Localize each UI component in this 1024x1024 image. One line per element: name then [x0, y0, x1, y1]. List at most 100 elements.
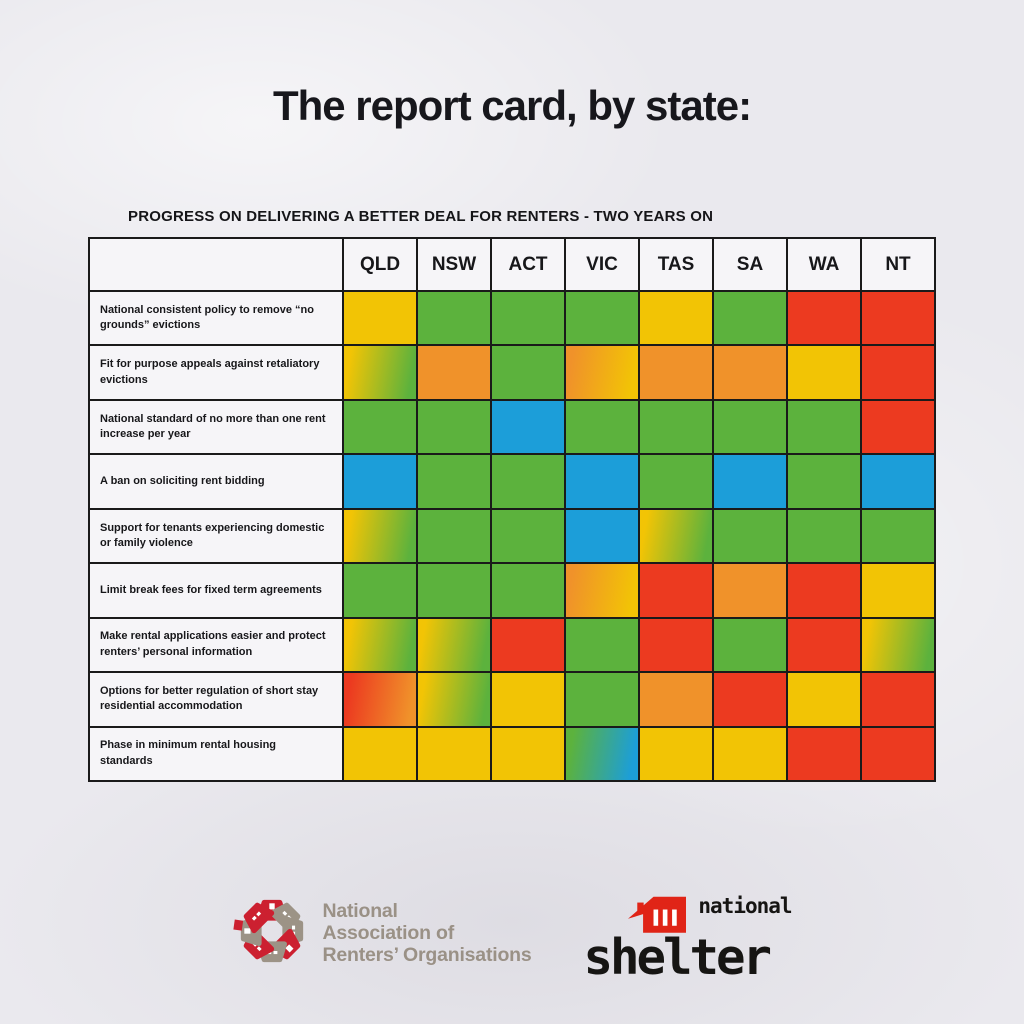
row-label: National consistent policy to remove “no…	[90, 292, 342, 345]
grade-cell	[788, 400, 860, 454]
grade-cell	[344, 727, 416, 780]
column-header: QLD	[344, 239, 416, 290]
grade-cell	[862, 564, 934, 617]
row-label: Phase in minimum rental housing standard…	[90, 727, 342, 780]
grade-cell	[492, 673, 564, 726]
grade-cell	[566, 346, 638, 399]
grade-cell	[862, 455, 934, 508]
shelter-national-label: national	[698, 894, 792, 918]
grade-cell	[344, 509, 416, 563]
grade-cell	[788, 292, 860, 345]
grade-cell	[862, 400, 934, 454]
page-title: The report card, by state:	[272, 82, 752, 129]
grade-cell	[418, 400, 490, 454]
grade-cell	[862, 509, 934, 563]
table-title: PROGRESS ON DELIVERING A BETTER DEAL FOR…	[128, 208, 714, 225]
column-header: SA	[714, 239, 786, 290]
grade-cell	[418, 455, 490, 508]
row-label: Make rental applications easier and prot…	[90, 618, 342, 672]
column-header: ACT	[492, 239, 564, 290]
column-header: NT	[862, 239, 934, 290]
grade-cell	[566, 618, 638, 672]
grade-cell	[566, 673, 638, 726]
grade-cell	[788, 455, 860, 508]
grade-cell	[418, 673, 490, 726]
grade-cell	[492, 346, 564, 399]
grade-cell	[566, 455, 638, 508]
grade-cell	[492, 400, 564, 454]
grade-cell	[714, 727, 786, 780]
grade-cell	[566, 727, 638, 780]
report-grid: QLD NSW ACT VIC TAS SA WA NT National consistent…	[88, 237, 936, 782]
grade-cell	[640, 455, 712, 508]
grade-cell	[640, 400, 712, 454]
grade-cell	[492, 455, 564, 508]
grade-cell	[714, 346, 786, 399]
row-label: Support for tenants experiencing domesti…	[90, 509, 342, 563]
grade-cell	[418, 618, 490, 672]
grade-cell	[714, 673, 786, 726]
grade-cell	[640, 292, 712, 345]
footer: National Association of Renters’ Organis…	[0, 886, 1024, 986]
row-label: Limit break fees for fixed term agreemen…	[90, 564, 342, 617]
grade-cell	[492, 509, 564, 563]
grade-cell	[344, 618, 416, 672]
row-label: Fit for purpose appeals against retaliat…	[90, 346, 342, 399]
row-label: A ban on soliciting rent bidding	[90, 455, 342, 508]
naro-line-1: National	[322, 899, 398, 922]
house-icon	[627, 892, 686, 939]
grade-cell	[788, 618, 860, 672]
grade-cell	[640, 727, 712, 780]
row-label: Options for better regulation of short s…	[90, 673, 342, 726]
grade-cell	[492, 727, 564, 780]
grade-cell	[344, 292, 416, 345]
naro-line-3: Renters’ Organisations	[322, 944, 532, 967]
grade-cell	[862, 673, 934, 726]
column-header: VIC	[566, 239, 638, 290]
column-header: WA	[788, 239, 860, 290]
grade-cell	[566, 400, 638, 454]
grade-cell	[418, 509, 490, 563]
naro-logo-text: National Association of Renters’ Organis…	[322, 900, 531, 967]
grade-cell	[640, 673, 712, 726]
grade-cell	[492, 618, 564, 672]
corner-cell	[90, 239, 342, 290]
grade-cell	[344, 400, 416, 454]
grade-cell	[566, 292, 638, 345]
grade-cell	[418, 292, 490, 345]
grade-cell	[566, 509, 638, 563]
grade-cell	[418, 727, 490, 780]
grade-cell	[640, 564, 712, 617]
shelter-wordmark: shelter	[583, 929, 773, 986]
grade-cell	[862, 292, 934, 345]
grade-cell	[492, 292, 564, 345]
grade-cell	[714, 618, 786, 672]
grade-cell	[862, 346, 934, 399]
grade-cell	[788, 727, 860, 780]
grade-cell	[714, 509, 786, 563]
grade-cell	[862, 727, 934, 780]
grade-cell	[344, 455, 416, 508]
grade-cell	[714, 400, 786, 454]
grade-cell	[714, 564, 786, 617]
grade-cell	[862, 618, 934, 672]
grade-cell	[640, 509, 712, 563]
grade-cell	[492, 564, 564, 617]
grade-cell	[344, 673, 416, 726]
naro-logo: National Association of Renters’ Organis…	[232, 888, 532, 979]
row-label: National standard of no more than one re…	[90, 400, 342, 454]
grade-cell	[714, 455, 786, 508]
grade-cell	[566, 564, 638, 617]
grade-cell	[418, 564, 490, 617]
shelter-logo: national shelter	[584, 886, 793, 986]
grade-cell	[788, 509, 860, 563]
grade-cell	[788, 564, 860, 617]
naro-line-2: Association of	[322, 921, 455, 944]
grade-cell	[640, 346, 712, 399]
grade-cell	[788, 673, 860, 726]
rosette-houses-icon	[232, 888, 312, 979]
grade-cell	[418, 346, 490, 399]
grade-cell	[640, 618, 712, 672]
column-header: NSW	[418, 239, 490, 290]
